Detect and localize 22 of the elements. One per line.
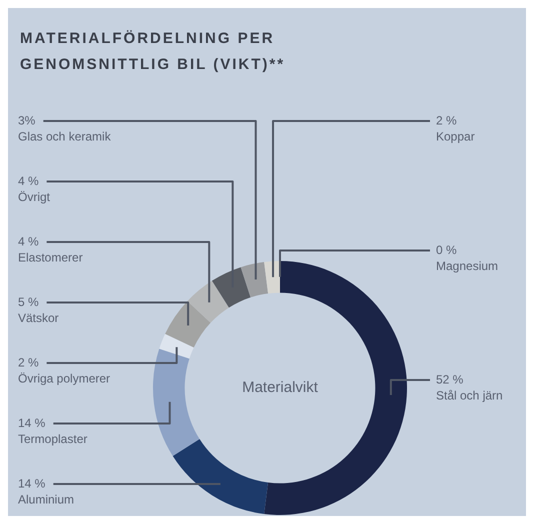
data-label: 52 % xyxy=(436,372,464,386)
slice-label: Aluminium xyxy=(18,492,74,506)
data-label: 2 % xyxy=(436,113,458,128)
slice-label: Vätskor xyxy=(18,310,59,325)
slice-label: Övriga polymerer xyxy=(18,371,110,386)
text: Materialvikt xyxy=(242,379,319,396)
chart-title: MATERIALFÖRDELNING PER GENOMSNITTLIG BIL (VIKT)** xyxy=(20,29,286,75)
data-label: 2 % xyxy=(18,355,40,370)
data-label: 5 % xyxy=(18,294,40,309)
data-label: 14 % xyxy=(18,476,46,490)
slice-label: Termoplaster xyxy=(18,432,88,446)
data-label: 4 % xyxy=(18,234,40,248)
category-label: Magnesium xyxy=(436,258,498,273)
slice-label: Koppar xyxy=(436,129,475,144)
data-label: 14 % xyxy=(18,416,46,430)
slice-label: Glas och keramik xyxy=(18,129,112,144)
slice-label: Elastomerer xyxy=(18,250,83,264)
data-label: 4 % xyxy=(18,174,40,188)
text: 0 % xyxy=(436,242,457,257)
data-label: 3% xyxy=(18,113,36,128)
slice-label: Stål och järn xyxy=(436,388,503,402)
slice-label: Övrigt xyxy=(18,190,51,204)
